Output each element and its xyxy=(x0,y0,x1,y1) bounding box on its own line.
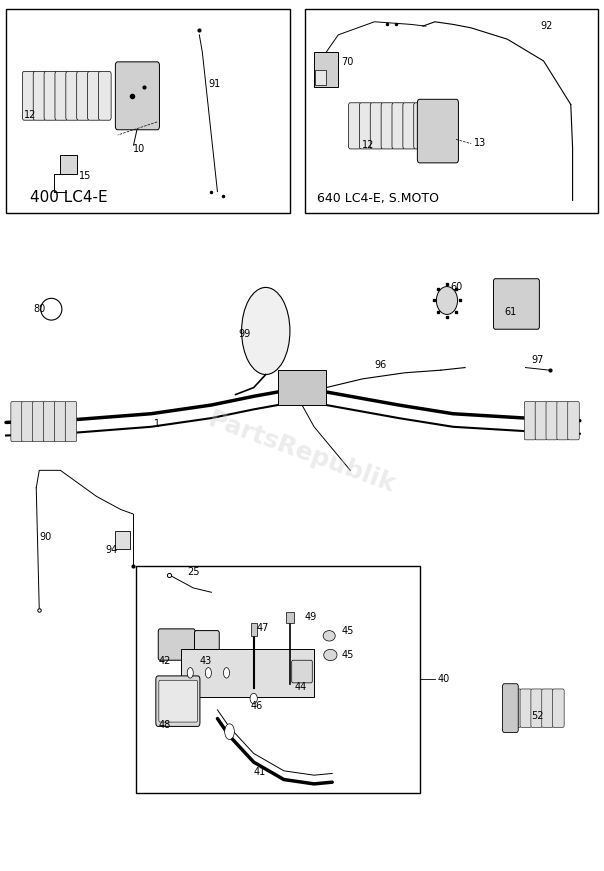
Text: 42: 42 xyxy=(159,656,171,665)
FancyBboxPatch shape xyxy=(22,71,35,120)
Ellipse shape xyxy=(205,667,211,678)
Text: 45: 45 xyxy=(341,651,353,660)
FancyBboxPatch shape xyxy=(194,631,219,658)
Text: 99: 99 xyxy=(239,329,251,339)
Text: 43: 43 xyxy=(199,656,211,665)
Text: 12: 12 xyxy=(362,140,374,150)
Text: 61: 61 xyxy=(504,307,516,317)
Text: 96: 96 xyxy=(374,360,387,369)
Text: 46: 46 xyxy=(251,701,263,711)
Ellipse shape xyxy=(225,724,234,739)
FancyBboxPatch shape xyxy=(524,402,536,440)
Text: 80: 80 xyxy=(33,304,45,314)
Text: 25: 25 xyxy=(187,567,200,577)
Ellipse shape xyxy=(242,287,290,375)
FancyBboxPatch shape xyxy=(370,103,383,149)
Text: PartsRepublik: PartsRepublik xyxy=(205,408,399,498)
Text: 640 LC4-E, S.MOTO: 640 LC4-E, S.MOTO xyxy=(317,192,439,205)
FancyBboxPatch shape xyxy=(503,684,518,733)
Ellipse shape xyxy=(223,667,230,678)
Text: 94: 94 xyxy=(106,545,118,555)
Text: 44: 44 xyxy=(295,682,307,692)
FancyBboxPatch shape xyxy=(520,689,532,727)
FancyBboxPatch shape xyxy=(22,402,33,442)
FancyBboxPatch shape xyxy=(33,402,44,442)
Bar xyxy=(278,370,326,405)
Bar xyxy=(60,155,77,174)
FancyBboxPatch shape xyxy=(292,660,312,683)
Text: 97: 97 xyxy=(532,355,544,365)
Bar xyxy=(315,70,326,85)
Bar xyxy=(251,623,257,636)
FancyBboxPatch shape xyxy=(568,402,579,440)
FancyBboxPatch shape xyxy=(55,71,68,120)
Text: 92: 92 xyxy=(541,21,553,30)
Ellipse shape xyxy=(41,298,62,321)
FancyBboxPatch shape xyxy=(115,62,159,130)
Text: 40: 40 xyxy=(438,674,450,684)
Text: 45: 45 xyxy=(341,626,353,636)
FancyBboxPatch shape xyxy=(403,103,416,149)
FancyBboxPatch shape xyxy=(159,680,198,722)
FancyBboxPatch shape xyxy=(156,676,200,726)
FancyBboxPatch shape xyxy=(531,689,542,727)
Text: 41: 41 xyxy=(254,767,266,777)
Bar xyxy=(181,649,314,697)
FancyBboxPatch shape xyxy=(557,402,568,440)
Bar xyxy=(136,566,420,793)
Ellipse shape xyxy=(187,667,193,678)
FancyBboxPatch shape xyxy=(43,402,55,442)
FancyBboxPatch shape xyxy=(65,402,77,442)
FancyBboxPatch shape xyxy=(553,689,564,727)
FancyBboxPatch shape xyxy=(509,689,521,727)
FancyBboxPatch shape xyxy=(158,629,195,660)
FancyBboxPatch shape xyxy=(392,103,405,149)
Text: 49: 49 xyxy=(305,612,317,622)
FancyBboxPatch shape xyxy=(546,402,557,440)
Bar xyxy=(305,9,598,213)
Text: 15: 15 xyxy=(79,171,91,180)
Ellipse shape xyxy=(250,693,257,704)
FancyBboxPatch shape xyxy=(414,103,426,149)
FancyBboxPatch shape xyxy=(359,103,372,149)
FancyBboxPatch shape xyxy=(98,71,111,120)
Text: 1: 1 xyxy=(154,419,160,429)
FancyBboxPatch shape xyxy=(66,71,79,120)
FancyBboxPatch shape xyxy=(542,689,553,727)
Text: 60: 60 xyxy=(450,282,462,292)
Text: 90: 90 xyxy=(39,532,51,542)
FancyBboxPatch shape xyxy=(417,99,458,163)
Text: 12: 12 xyxy=(24,110,36,119)
Text: 400 LC4-E: 400 LC4-E xyxy=(30,190,108,205)
FancyBboxPatch shape xyxy=(77,71,89,120)
Text: 70: 70 xyxy=(341,57,353,67)
FancyBboxPatch shape xyxy=(349,103,361,149)
FancyBboxPatch shape xyxy=(535,402,547,440)
Text: 13: 13 xyxy=(474,138,486,148)
Text: 91: 91 xyxy=(208,79,220,89)
FancyBboxPatch shape xyxy=(44,71,57,120)
Bar xyxy=(286,612,294,623)
FancyBboxPatch shape xyxy=(11,402,22,442)
Text: 48: 48 xyxy=(159,720,171,730)
Ellipse shape xyxy=(323,631,335,641)
Bar xyxy=(6,9,290,213)
Bar xyxy=(115,531,130,549)
FancyBboxPatch shape xyxy=(493,279,539,329)
Ellipse shape xyxy=(324,650,337,660)
Text: 52: 52 xyxy=(532,712,544,721)
FancyBboxPatch shape xyxy=(54,402,66,442)
FancyBboxPatch shape xyxy=(33,71,46,120)
Text: 10: 10 xyxy=(133,145,145,154)
Ellipse shape xyxy=(436,287,458,314)
FancyBboxPatch shape xyxy=(381,103,394,149)
FancyBboxPatch shape xyxy=(88,71,100,120)
Text: 47: 47 xyxy=(257,624,269,633)
Bar xyxy=(314,52,338,87)
